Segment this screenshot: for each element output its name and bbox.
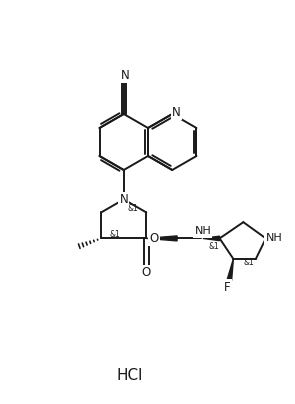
Text: NH: NH [266,234,282,243]
Text: N: N [120,69,129,82]
Text: O: O [150,232,159,245]
Text: HCl: HCl [117,368,143,383]
Text: NH: NH [194,226,211,236]
Text: &1: &1 [243,259,254,267]
Text: &1: &1 [109,230,120,239]
Text: F: F [224,281,231,294]
Text: N: N [119,193,128,206]
Polygon shape [203,236,219,241]
Text: &1: &1 [208,242,219,251]
Polygon shape [227,259,233,280]
Polygon shape [146,236,177,241]
Text: N: N [172,105,181,118]
Text: O: O [142,266,151,279]
Text: &1: &1 [127,204,138,213]
